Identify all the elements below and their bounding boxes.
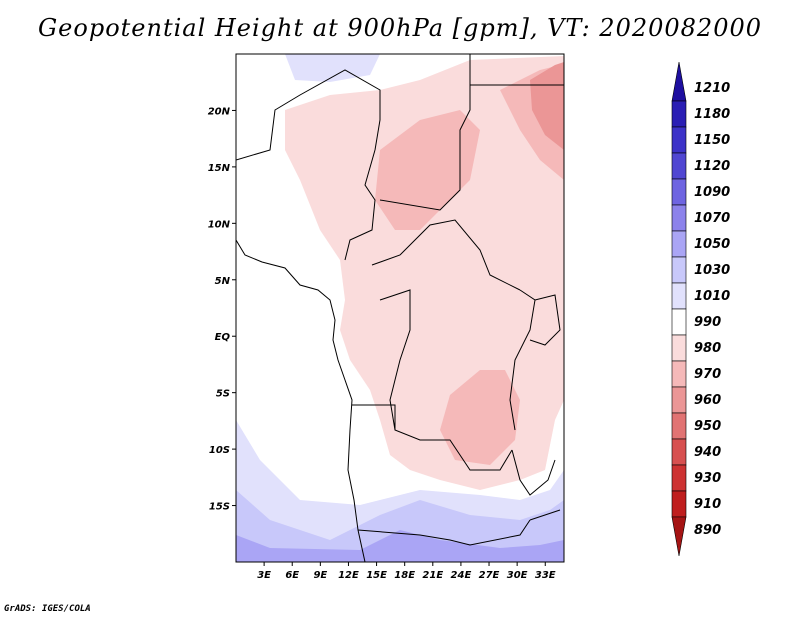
colorbar-box — [671, 308, 687, 336]
longitude-axis: 3E 6E 9E 12E 15E 18E 21E 24E 27E 30E 33E — [257, 562, 556, 581]
colorbar-label: 890 — [694, 523, 721, 538]
lat-tick-label: 5N — [215, 276, 231, 287]
lat-tick-label: 10N — [208, 219, 231, 230]
colorbar-label: 1090 — [694, 185, 730, 200]
lon-tick-label: 3E — [257, 570, 271, 581]
colorbar-label: 960 — [694, 393, 721, 408]
colorbar-box — [671, 334, 687, 362]
colorbar-box — [671, 490, 687, 518]
coastline-west-africa — [236, 239, 366, 562]
colorbar-label: 910 — [694, 497, 721, 512]
colorbar-box — [671, 126, 687, 154]
lon-tick-label: 15E — [366, 570, 387, 581]
contour-fill-1050 — [236, 530, 564, 562]
lon-tick-label: 18E — [394, 570, 415, 581]
colorbar-box — [671, 464, 687, 492]
height-field — [236, 54, 564, 562]
colorbar-label: 1050 — [694, 237, 730, 252]
border-drc-east — [509, 289, 536, 431]
lat-tick-label: 15N — [208, 163, 231, 174]
chart-title: Geopotential Height at 900hPa [gpm], VT:… — [38, 14, 762, 42]
colorbar-label: 1120 — [694, 159, 730, 174]
lon-tick-label: 21E — [422, 570, 443, 581]
lat-tick-label: EQ — [215, 332, 231, 343]
colorbar-label: 1010 — [694, 289, 730, 304]
lat-tick-label: 15S — [209, 502, 230, 513]
border-angola — [352, 404, 531, 546]
border-lake-region — [529, 294, 561, 346]
latitude-axis: 20N 15N 10N 5N EQ 5S 10S 15S — [208, 106, 236, 513]
lon-tick-label: 9E — [313, 570, 327, 581]
border-north — [344, 149, 376, 261]
contour-fill-960 — [530, 62, 564, 150]
colorbar-label: 980 — [694, 341, 721, 356]
colorbar-label: 1180 — [694, 107, 730, 122]
lon-tick-label: 33E — [535, 570, 556, 581]
contour-fill-1010-north — [285, 54, 380, 82]
lon-tick-label: 12E — [338, 570, 359, 581]
colorbar-label: 1070 — [694, 211, 730, 226]
contour-fill-970-south — [440, 370, 520, 465]
colorbar-box — [671, 386, 687, 414]
colorbar-label: 990 — [694, 315, 721, 330]
colorbar-label: 1210 — [694, 81, 730, 96]
colorbar-label: 1030 — [694, 263, 730, 278]
colorbar-box — [671, 61, 687, 102]
border-car — [371, 219, 521, 291]
colorbar-box — [671, 516, 687, 557]
colorbar-label: 1150 — [694, 133, 730, 148]
border-central — [379, 54, 471, 211]
colorbar-box — [671, 360, 687, 388]
colorbar-box — [671, 178, 687, 206]
lon-tick-label: 24E — [451, 570, 472, 581]
lat-tick-label: 20N — [208, 106, 231, 117]
map-frame — [235, 53, 565, 563]
lat-tick-label: 10S — [209, 445, 230, 456]
colorbar-box — [671, 438, 687, 466]
colorbar-box — [671, 152, 687, 180]
colorbar-box — [671, 412, 687, 440]
colorbar-box — [671, 230, 687, 258]
colorbar-labels: 1210 1180 1150 1120 1090 1070 1050 1030 1010 990 9… — [694, 81, 730, 538]
credit-text: GrADS: IGES/COLA — [4, 604, 91, 614]
colorbar-label: 970 — [694, 367, 721, 382]
colorbar-label: 940 — [694, 445, 721, 460]
border-nw — [236, 69, 381, 161]
contour-fill-970 — [375, 110, 480, 230]
map-outlines — [236, 54, 564, 562]
colorbar-label: 930 — [694, 471, 721, 486]
colorbar-label: 950 — [694, 419, 721, 434]
colorbar-box — [671, 282, 687, 310]
colorbar-box — [671, 100, 687, 128]
colorbar-box — [671, 204, 687, 232]
lon-tick-label: 6E — [285, 570, 299, 581]
contour-fill-1030 — [236, 490, 564, 562]
colorbar-box — [671, 256, 687, 284]
lon-tick-label: 27E — [479, 570, 500, 581]
lat-tick-label: 5S — [216, 389, 230, 400]
colorbar-boxes — [671, 61, 687, 557]
lon-tick-label: 30E — [507, 570, 528, 581]
border-southeast — [511, 449, 561, 521]
